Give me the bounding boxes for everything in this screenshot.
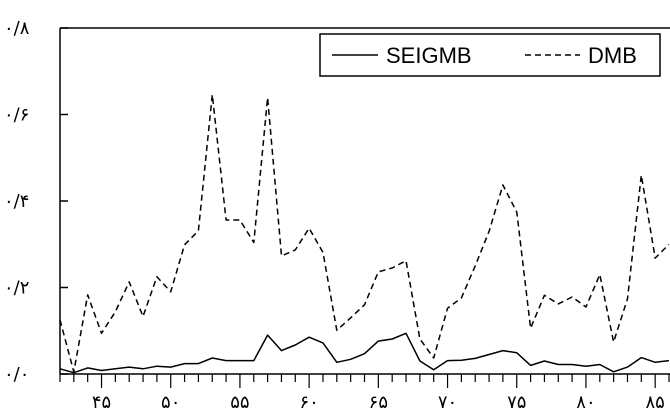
x-tick-label: ۸۵ bbox=[645, 392, 664, 413]
x-axis-ticks: ۴۵ ۵۰ ۵۵ ۶۰ ۶۵ ۷۰ ۷۵ ۸۰ ۸۵ bbox=[59, 374, 670, 413]
x-tick-label: ۷۵ bbox=[507, 392, 526, 413]
x-tick-label: ۶۵ bbox=[369, 392, 388, 413]
x-tick-label: ۴۵ bbox=[92, 392, 111, 413]
legend-label-dmb: DMB bbox=[588, 43, 637, 68]
plot-frame bbox=[59, 27, 670, 375]
x-tick-label: ۶۰ bbox=[299, 392, 318, 413]
legend-label-seigmb: SEIGMB bbox=[386, 43, 472, 68]
series-line-seigmb bbox=[59, 332, 670, 374]
series-layer bbox=[59, 93, 670, 374]
y-tick-label: ۰/۲ bbox=[4, 278, 29, 299]
series-line-dmb bbox=[59, 93, 670, 373]
y-tick-label: ۰/۸ bbox=[4, 18, 30, 39]
x-tick-label: ۵۰ bbox=[161, 392, 180, 413]
x-tick-label: ۷۰ bbox=[438, 392, 457, 413]
legend: SEIGMB DMB bbox=[319, 33, 661, 77]
y-tick-label: ۰/۰ bbox=[4, 364, 29, 385]
y-tick-label: ۰/۶ bbox=[4, 105, 29, 126]
y-axis-ticks: ۰/۰ ۰/۲ ۰/۴ ۰/۶ ۰/۸ bbox=[4, 18, 68, 385]
y-tick-label: ۰/۴ bbox=[4, 191, 29, 212]
x-tick-label: ۵۵ bbox=[230, 392, 249, 413]
x-tick-label: ۸۰ bbox=[576, 392, 595, 413]
